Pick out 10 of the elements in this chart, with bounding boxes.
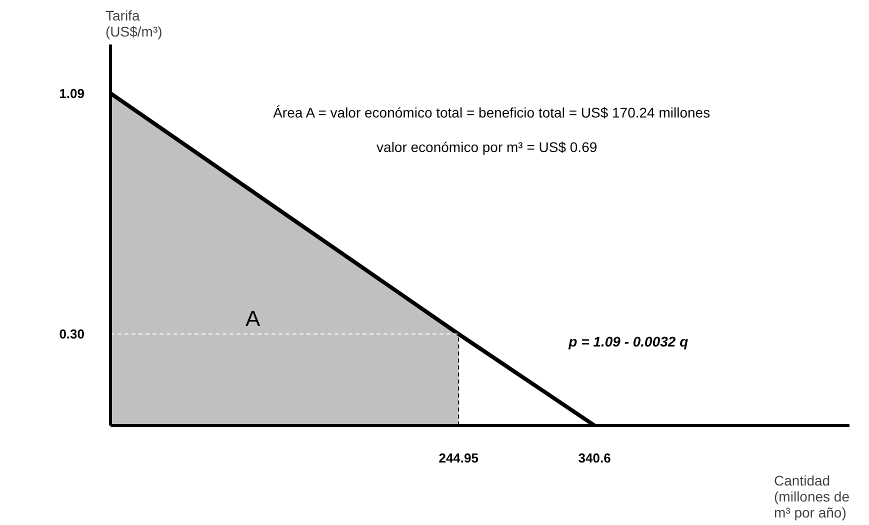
y-axis-title: Tarifa (US$/m³) <box>106 8 162 40</box>
x-tick-label: 244.95 <box>438 450 478 466</box>
y-tick-label: 0.30 <box>59 326 85 342</box>
annotation: A <box>246 306 261 332</box>
annotation: Área A = valor económico total = beneficio total = US$ 170.24 millones <box>273 104 710 121</box>
annotation: p = 1.09 - 0.0032 q <box>568 333 689 350</box>
x-tick-label: 340.6 <box>578 450 611 466</box>
x-axis-title: Cantidad (millones de m³ por año) <box>774 472 850 520</box>
y-tick-label: 1.09 <box>59 86 85 101</box>
annotation: valor económico por m³ = US$ 0.69 <box>376 138 598 155</box>
